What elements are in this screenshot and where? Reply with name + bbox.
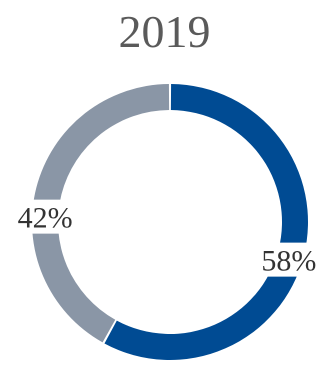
data-label-slice-2: 42% <box>18 202 73 235</box>
donut-slice-2 <box>32 84 170 343</box>
data-label-slice-1: 58% <box>261 245 316 278</box>
chart-title: 2019 <box>118 6 211 57</box>
data-label-background <box>15 199 76 234</box>
data-label-background <box>258 242 319 277</box>
donut-slice-1 <box>104 84 308 360</box>
